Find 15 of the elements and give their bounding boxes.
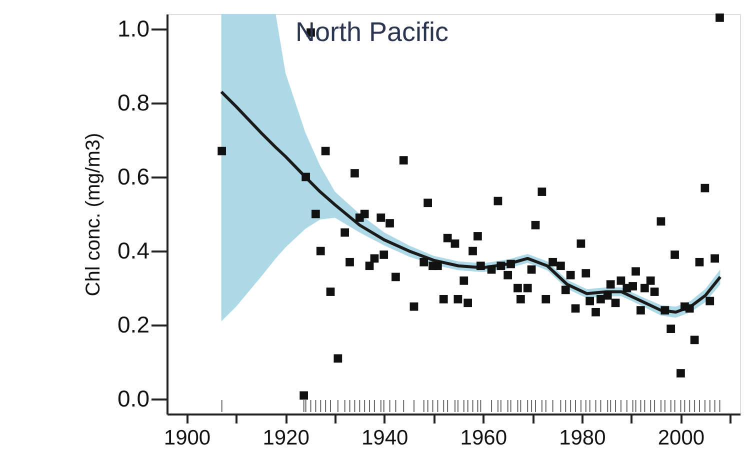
chart-title: North Pacific bbox=[295, 17, 449, 47]
x-tick-label: 1940 bbox=[361, 426, 408, 450]
y-tick-label: 0.0 bbox=[118, 386, 150, 412]
y-tick-label: 0.2 bbox=[118, 312, 150, 338]
line-series bbox=[220, 90, 722, 314]
y-axis-title: Chl conc. (mg/m3) bbox=[82, 132, 105, 296]
y-tick-label: 0.8 bbox=[118, 89, 150, 116]
y-tick-label: 1.0 bbox=[118, 15, 150, 42]
y-tick-label: 0.4 bbox=[118, 238, 150, 264]
x-tick-label: 1960 bbox=[460, 426, 507, 450]
x-tick-label: 1900 bbox=[164, 426, 211, 450]
x-tick-label: 1920 bbox=[262, 426, 310, 450]
x-tick-label: 1980 bbox=[559, 426, 606, 450]
x-tick-label: 2000 bbox=[658, 426, 705, 450]
y-tick-label: 0.6 bbox=[118, 163, 150, 190]
